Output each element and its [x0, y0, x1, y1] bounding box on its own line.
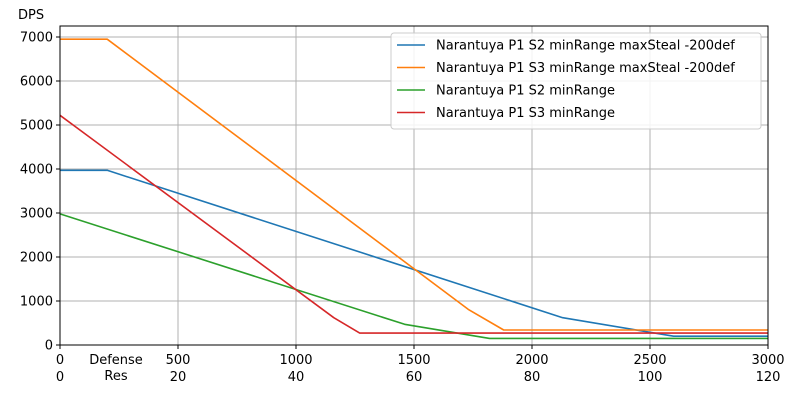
legend-box — [390, 32, 762, 130]
legend-entry: Narantuya P1 S2 minRange — [436, 84, 615, 99]
legend-entry: Narantuya P1 S3 minRange — [436, 106, 615, 121]
x-tick-label-res: 40 — [288, 370, 305, 385]
x-axis-label-res: Res — [104, 369, 127, 384]
y-tick-label: 3000 — [20, 207, 53, 222]
x-tick-label-res: 60 — [406, 370, 423, 385]
x-tick-label-res: 80 — [524, 370, 541, 385]
y-tick-label: 5000 — [20, 119, 53, 134]
y-tick-label: 2000 — [20, 251, 53, 266]
x-tick-label-res: 100 — [638, 370, 663, 385]
x-tick-label-res: 120 — [756, 370, 781, 385]
axis-ticks: 0050020100040150060200080250010030001200… — [20, 31, 785, 386]
y-tick-label: 7000 — [20, 31, 53, 46]
x-tick-label-res: 20 — [170, 370, 187, 385]
x-tick-label-defense: 3000 — [751, 353, 784, 368]
x-axis-label-defense: Defense — [89, 353, 143, 368]
y-tick-label: 6000 — [20, 75, 53, 90]
x-tick-label-defense: 1000 — [279, 353, 312, 368]
y-tick-label: 4000 — [20, 163, 53, 178]
x-tick-label-defense: 1500 — [397, 353, 430, 368]
x-tick-label-defense: 500 — [166, 353, 191, 368]
series-line — [60, 38, 768, 331]
series-line — [60, 169, 768, 338]
legend: Narantuya P1 S2 minRange maxSteal -200de… — [390, 32, 762, 130]
legend-entry: Narantuya P1 S2 minRange maxSteal -200de… — [436, 39, 735, 54]
series-line — [59, 213, 768, 340]
y-tick-label: 1000 — [20, 295, 53, 310]
x-tick-label-defense: 2500 — [633, 353, 666, 368]
x-tick-label-res: 0 — [56, 370, 64, 385]
y-axis-label: DPS — [18, 8, 44, 23]
series-lines — [59, 38, 768, 340]
x-tick-label-defense: 0 — [56, 353, 64, 368]
legend-entry: Narantuya P1 S3 minRange maxSteal -200de… — [436, 61, 735, 76]
x-tick-label-defense: 2000 — [515, 353, 548, 368]
y-tick-label: 0 — [45, 339, 53, 354]
series-line — [59, 114, 768, 334]
